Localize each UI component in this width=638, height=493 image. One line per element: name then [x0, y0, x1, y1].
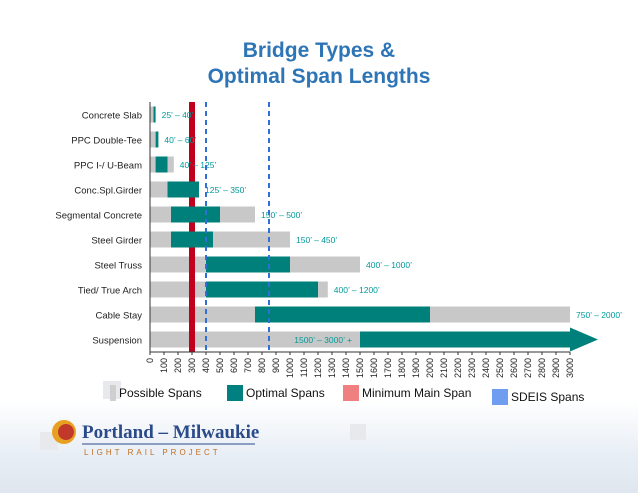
- x-tick-label: 400: [201, 358, 211, 373]
- category-label: PPC I-/ U-Beam: [74, 161, 142, 172]
- data-label: 750’ – 2000’: [576, 310, 622, 320]
- category-label: Cable Stay: [96, 311, 143, 322]
- category-label: Concrete Slab: [82, 111, 142, 122]
- x-tick-label: 3000: [565, 358, 575, 378]
- x-tick-label: 2300: [467, 358, 477, 378]
- x-tick-label: 2600: [509, 358, 519, 378]
- logo-name: Portland – Milwaukie: [82, 422, 259, 443]
- legend-swatch-possible: [110, 385, 116, 401]
- x-tick-label: 1700: [383, 358, 393, 378]
- legend-item-optimal: Optimal Spans: [227, 382, 325, 404]
- legend-swatch-minimum: [343, 385, 359, 401]
- x-tick-label: 1200: [313, 358, 323, 378]
- optimal-span-bar: [206, 281, 318, 298]
- x-tick-label: 100: [159, 358, 169, 373]
- chart-title: Bridge Types & Optimal Span Lengths: [0, 38, 638, 90]
- x-tick-label: 2800: [537, 358, 547, 378]
- category-label: Suspension: [92, 336, 142, 347]
- legend-label-optimal: Optimal Spans: [246, 386, 325, 400]
- span-chart: Concrete Slab PPC Double-Tee PPC I-/ U-Bea…: [55, 102, 622, 378]
- minimum-main-span-line: [189, 102, 195, 352]
- optimal-span-bar: [171, 231, 213, 248]
- logo-graphic: Portland – Milwaukie LIGHT RAIL PROJECT: [52, 420, 259, 457]
- optimal-span-bar: [255, 306, 430, 323]
- x-tick-label: 300: [187, 358, 197, 373]
- data-label: 150’ – 450’: [296, 235, 337, 245]
- logo-subtitle: LIGHT RAIL PROJECT: [84, 448, 221, 457]
- x-tick-label: 1300: [327, 358, 337, 378]
- possible-span-bar: [150, 106, 155, 123]
- legend-swatch-sdeis: [492, 389, 508, 405]
- legend: Possible Spans Optimal Spans Minimum Mai…: [0, 382, 638, 412]
- legend-label-sdeis: SDEIS Spans: [511, 390, 585, 404]
- optimal-span-bar: [360, 327, 598, 352]
- legend-item-possible: Possible Spans: [110, 382, 202, 404]
- data-label: 400’ – 1200’: [334, 285, 380, 295]
- category-label: Steel Truss: [94, 261, 142, 272]
- legend-item-minimum: Minimum Main Span: [343, 382, 471, 404]
- data-label: 40’ – 125’: [180, 160, 217, 170]
- legend-item-sdeis: SDEIS Spans: [492, 386, 584, 408]
- legend-label-possible: Possible Spans: [119, 386, 202, 400]
- x-tick-label: 0: [145, 358, 155, 363]
- title-line-2: Optimal Span Lengths: [207, 65, 431, 88]
- x-tick-label: 2400: [481, 358, 491, 378]
- possible-span-bar: [150, 131, 156, 148]
- x-tick-label: 2700: [523, 358, 533, 378]
- x-tick-label: 2000: [425, 358, 435, 378]
- footer-band: [0, 400, 638, 493]
- data-label: 40’ – 60’: [164, 135, 196, 145]
- x-tick-label: 200: [173, 358, 183, 373]
- optimal-span-bar: [206, 256, 290, 273]
- x-tick-label: 900: [271, 358, 281, 373]
- x-tick-label: 1900: [411, 358, 421, 378]
- x-tick-label: 1400: [341, 358, 351, 378]
- x-tick-label: 2200: [453, 358, 463, 378]
- optimal-span-bar: [155, 156, 168, 173]
- optimal-span-bar: [155, 131, 159, 148]
- x-tick-label: 700: [243, 358, 253, 373]
- title-line-1: Bridge Types &: [242, 39, 396, 62]
- optimal-span-bar: [153, 106, 156, 123]
- x-tick-label: 1500: [355, 358, 365, 378]
- x-tick-label: 1100: [299, 358, 309, 377]
- x-tick-label: 2900: [551, 358, 561, 378]
- decorative-square: [350, 424, 366, 440]
- x-tick-label: 600: [229, 358, 239, 373]
- portland-milwaukie-logo: Portland – Milwaukie LIGHT RAIL PROJECT: [50, 416, 260, 458]
- optimal-span-bar: [171, 206, 220, 223]
- x-tick-label: 2500: [495, 358, 505, 378]
- category-label: PPC Double-Tee: [71, 136, 142, 147]
- x-tick-label: 1800: [397, 358, 407, 378]
- data-label: 400’ – 1000’: [366, 260, 412, 270]
- data-label: 125’ – 350’: [205, 185, 246, 195]
- category-label: Tied/ True Arch: [78, 286, 142, 297]
- x-tick-label: 1600: [369, 358, 379, 378]
- category-label: Steel Girder: [91, 236, 142, 247]
- category-label: Segmental Concrete: [55, 211, 142, 222]
- x-tick-label: 500: [215, 358, 225, 373]
- x-tick-label: 1000: [285, 358, 295, 378]
- category-label: Conc.Spl.Girder: [74, 186, 142, 197]
- data-label: 150’ – 500’: [261, 210, 302, 220]
- optimal-span-bar: [167, 181, 199, 198]
- legend-label-minimum: Minimum Main Span: [362, 386, 472, 400]
- logo-emblem-inner: [58, 424, 74, 440]
- x-tick-label: 2100: [439, 358, 449, 378]
- legend-swatch-optimal: [227, 385, 243, 401]
- data-label: 25’ – 40’: [162, 110, 194, 120]
- data-label: 1500’ – 3000’ +: [294, 335, 352, 345]
- x-tick-label: 800: [257, 358, 267, 373]
